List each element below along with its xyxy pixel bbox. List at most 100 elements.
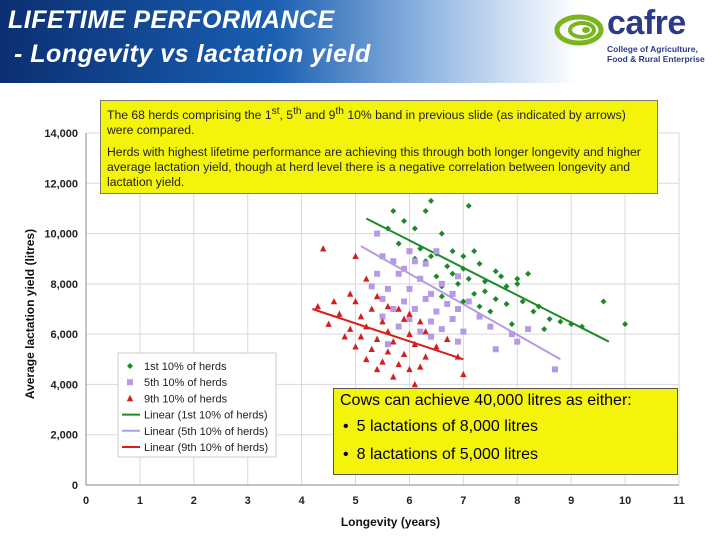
data-point — [395, 240, 402, 247]
data-point — [411, 225, 418, 232]
data-point — [390, 306, 397, 312]
data-point — [444, 300, 451, 307]
callout-box: Cows can achieve 40,000 litres as either… — [333, 388, 678, 475]
y-tick-label: 10,000 — [44, 229, 78, 241]
note-paragraph-1: The 68 herds comprising the 1st, 5th and… — [107, 104, 651, 138]
data-point — [390, 207, 397, 214]
note-paragraph-2: Herds with highest lifetime performance … — [107, 145, 641, 190]
x-tick-label: 11 — [673, 495, 685, 507]
data-point — [395, 305, 402, 312]
data-point — [449, 290, 456, 297]
data-point — [498, 273, 505, 280]
data-point — [368, 305, 375, 312]
data-point — [357, 333, 365, 340]
data-point — [503, 300, 510, 307]
note-text: and 9 — [301, 108, 336, 123]
data-point — [433, 248, 440, 255]
data-point — [422, 295, 429, 302]
data-point — [465, 275, 472, 282]
data-point — [320, 245, 327, 252]
note-sup: st — [271, 106, 280, 117]
y-axis-label: Average lactation yield (litres) — [23, 229, 37, 399]
data-point — [476, 313, 483, 320]
note-text: The 68 herds comprising the 1 — [107, 108, 272, 123]
data-point — [514, 338, 521, 345]
data-point — [438, 230, 445, 237]
slide-title-line-2: - Longevity vs lactation yield — [14, 40, 371, 68]
data-point — [390, 338, 397, 345]
note-sup: th — [293, 106, 302, 117]
data-point — [471, 248, 478, 255]
data-point — [460, 253, 467, 260]
data-point — [460, 265, 467, 272]
data-point — [422, 353, 429, 360]
data-point — [476, 260, 483, 267]
slide-title-line-1: LIFETIME PERFORMANCE — [8, 6, 335, 34]
note-sup: th — [335, 106, 344, 117]
data-point — [454, 273, 461, 280]
data-point — [341, 333, 348, 340]
data-point — [417, 363, 424, 370]
legend-label: Linear (1st 10% of herds) — [144, 410, 268, 422]
callout-bullet-text: 8 lactations of 5,000 litres — [356, 446, 539, 463]
note-text: 10% band in previous slide (as indicated… — [107, 108, 626, 138]
data-point — [481, 288, 488, 295]
explanation-note: The 68 herds comprising the 1st, 5th and… — [100, 100, 658, 194]
data-point — [508, 331, 515, 338]
data-point — [622, 321, 629, 328]
data-point — [438, 293, 445, 300]
data-point — [417, 318, 424, 325]
data-point — [444, 263, 451, 270]
data-point — [449, 316, 456, 323]
data-point — [552, 366, 559, 373]
data-point — [352, 297, 359, 305]
data-point — [481, 278, 488, 285]
data-point — [384, 225, 391, 232]
legend-label: Linear (9th 10% of herds) — [144, 442, 268, 454]
data-point — [454, 306, 461, 312]
x-tick-label: 7 — [460, 495, 466, 507]
data-point — [395, 323, 402, 330]
legend-marker — [127, 379, 133, 386]
x-tick-label: 10 — [619, 495, 631, 507]
data-point — [384, 348, 392, 355]
x-tick-labels: 0 1 2 3 4 5 6 7 8 9 10 11 — [83, 495, 685, 507]
data-point — [471, 290, 478, 297]
data-point — [417, 275, 424, 282]
trendline — [365, 217, 610, 343]
data-point — [530, 308, 537, 315]
data-point — [557, 318, 564, 325]
chart-legend: 1st 10% of herds 5th 10% of herds 9th 10% … — [117, 352, 277, 458]
callout-title: Cows can achieve 40,000 litres as either… — [340, 392, 632, 409]
data-point — [487, 308, 494, 315]
data-point — [438, 326, 445, 333]
data-point — [476, 303, 483, 310]
axes — [85, 133, 679, 486]
x-tick-label: 4 — [299, 495, 306, 507]
data-point — [541, 326, 548, 333]
data-point — [384, 302, 392, 310]
data-point — [406, 365, 413, 373]
callout-bullet-2: • 8 lactations of 5,000 litres — [343, 446, 671, 464]
data-point — [568, 321, 575, 328]
y-tick-label: 14,000 — [44, 128, 78, 140]
data-point — [449, 248, 456, 255]
data-point — [411, 258, 418, 265]
data-point — [401, 265, 408, 272]
data-point — [379, 318, 386, 325]
data-point — [406, 316, 413, 323]
data-point — [417, 328, 424, 335]
data-point — [314, 302, 322, 310]
trendline — [360, 245, 561, 361]
data-point — [411, 380, 419, 388]
slide-header: LIFETIME PERFORMANCE - Longevity vs lact… — [0, 0, 720, 83]
data-point — [465, 298, 472, 305]
data-point — [514, 275, 521, 282]
data-point — [401, 298, 408, 305]
data-point — [454, 280, 461, 287]
data-point — [514, 280, 521, 287]
data-point — [519, 298, 526, 305]
data-point — [384, 341, 391, 348]
data-point — [379, 295, 386, 302]
note-text: , 5 — [279, 108, 294, 123]
